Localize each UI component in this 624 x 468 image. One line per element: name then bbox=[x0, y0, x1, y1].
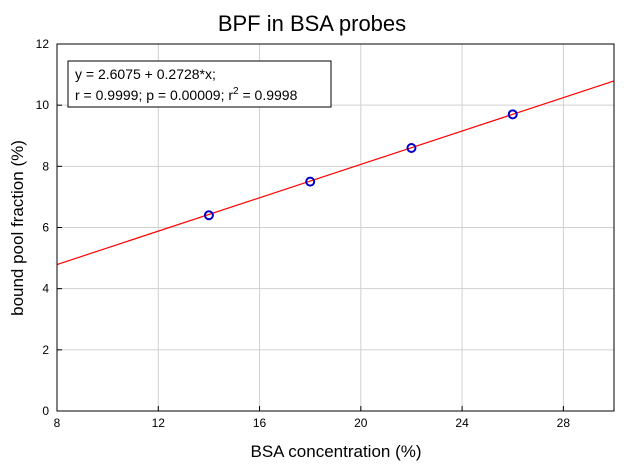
y-tick-label: 10 bbox=[36, 98, 50, 112]
y-tick-label: 4 bbox=[42, 282, 49, 296]
annotation-frame bbox=[67, 60, 332, 108]
y-tick-label: 0 bbox=[42, 404, 49, 418]
y-axis-ticks: 0 2 4 6 8 10 12 bbox=[36, 37, 62, 418]
x-axis-title: BSA concentration (%) bbox=[250, 442, 421, 461]
x-tick-label: 24 bbox=[455, 416, 469, 430]
y-tick-label: 8 bbox=[42, 159, 49, 173]
y-axis-title: bound pool fraction (%) bbox=[8, 140, 27, 316]
x-tick-label: 16 bbox=[253, 416, 267, 430]
y-tick-label: 2 bbox=[42, 343, 49, 357]
data-point bbox=[305, 176, 316, 187]
annotation-stats-suffix: = 0.9998 bbox=[239, 87, 298, 103]
x-tick-label: 8 bbox=[54, 416, 61, 430]
annotation-equation: y = 2.6075 + 0.2728*x; bbox=[75, 66, 216, 82]
regression-line bbox=[56, 80, 615, 266]
regression-annotation: y = 2.6075 + 0.2728*x; r = 0.9999; p = 0… bbox=[67, 60, 332, 108]
regression-line-group bbox=[56, 80, 615, 266]
x-tick-label: 28 bbox=[557, 416, 571, 430]
x-tick-label: 20 bbox=[354, 416, 368, 430]
annotation-stats-superscript: 2 bbox=[233, 86, 239, 97]
data-point bbox=[507, 109, 518, 120]
x-axis-ticks: 8 12 16 20 24 28 bbox=[54, 406, 571, 430]
x-tick-label: 12 bbox=[152, 416, 166, 430]
y-tick-label: 6 bbox=[42, 221, 49, 235]
chart-title: BPF in BSA probes bbox=[218, 11, 406, 36]
data-points bbox=[203, 109, 518, 221]
data-point bbox=[203, 210, 214, 221]
annotation-statistics: r = 0.9999; p = 0.00009; r2 = 0.9998 bbox=[75, 86, 298, 103]
annotation-stats-prefix: r = 0.9999; p = 0.00009; r bbox=[75, 87, 233, 103]
y-tick-label: 12 bbox=[36, 37, 50, 51]
data-point bbox=[406, 142, 417, 153]
